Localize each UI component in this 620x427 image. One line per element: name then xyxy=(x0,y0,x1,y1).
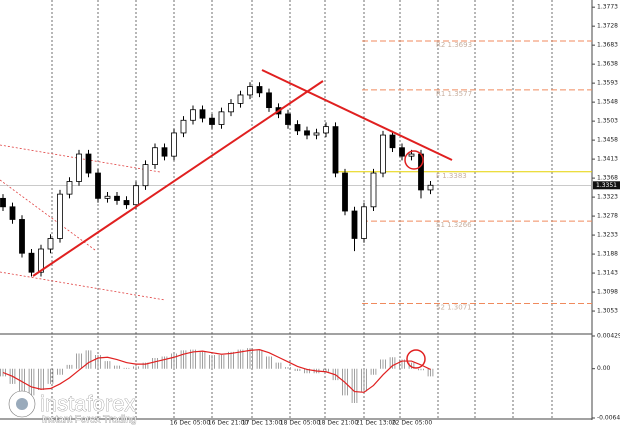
current-price-label: 1.3351 xyxy=(596,182,617,189)
candle-body xyxy=(256,86,263,94)
candle-body xyxy=(142,164,149,187)
candle-body xyxy=(0,197,6,208)
y-tick-label: 1.3278 xyxy=(597,213,618,220)
pivot-label: S2 1.3071 xyxy=(436,303,472,311)
candle-body xyxy=(66,181,73,195)
candle-body xyxy=(9,206,16,220)
y-tick-label: 1.3323 xyxy=(597,194,618,201)
candle-body xyxy=(266,92,272,109)
candle-body xyxy=(351,210,358,239)
candle-body xyxy=(180,119,187,134)
current-price-box xyxy=(593,181,620,190)
pivot-label: R2 1.3693 xyxy=(436,41,472,49)
y-tick-label: -0.00647 xyxy=(597,415,620,422)
candle-body xyxy=(247,86,253,96)
candle-body xyxy=(332,126,339,174)
candle-body xyxy=(28,252,35,273)
candle-body xyxy=(228,103,234,113)
candle-body xyxy=(285,113,291,125)
candle-body xyxy=(304,130,310,136)
x-tick-label: 18 Dec 21:00 xyxy=(318,420,359,427)
y-tick-label: 1.3098 xyxy=(597,289,618,296)
candle-body xyxy=(380,134,386,174)
candle-body xyxy=(95,172,101,199)
candle-body xyxy=(133,185,139,206)
candle-body xyxy=(190,109,196,121)
highlight-circles xyxy=(404,150,426,369)
x-tick-label: 18 Dec 05:00 xyxy=(280,420,321,427)
y-tick-label: 1.3593 xyxy=(597,80,618,87)
pivot-label: R1 1.3577 xyxy=(436,90,472,98)
candle-body xyxy=(199,109,206,119)
candle-body xyxy=(342,172,348,212)
y-tick-label: 1.3503 xyxy=(597,118,618,125)
candle-body xyxy=(361,206,367,239)
candle-body xyxy=(104,195,111,199)
candle-body xyxy=(294,124,301,132)
candle-body xyxy=(408,153,415,157)
y-tick-label: 1.3548 xyxy=(597,99,618,106)
candle-body xyxy=(57,193,63,239)
candle-body xyxy=(323,126,329,134)
y-tick-label: 1.3188 xyxy=(597,251,618,258)
y-tick-label: 1.3683 xyxy=(597,42,618,49)
y-tick-label: 1.3773 xyxy=(597,4,618,11)
candle-body xyxy=(123,200,130,206)
candle-body xyxy=(427,184,434,191)
candle-body xyxy=(19,219,25,254)
candle-body xyxy=(209,117,215,125)
y-tick-label: 0.00 xyxy=(597,365,611,372)
y-tick-label: 1.3053 xyxy=(597,308,618,315)
y-tick-label: 1.3368 xyxy=(597,175,618,182)
brand-tagline: Instant Forex Trading xyxy=(42,415,137,426)
candle-body xyxy=(389,134,396,149)
trend-lines xyxy=(32,69,453,277)
y-tick-label: 1.3143 xyxy=(597,270,618,277)
y-tick-label: 1.3638 xyxy=(597,61,618,68)
y-tick-label: 1.3413 xyxy=(597,156,618,163)
x-tick-label: 22 Dec 05:00 xyxy=(392,420,433,427)
y-tick-label: 1.3233 xyxy=(597,232,618,239)
candle-body xyxy=(76,153,82,182)
candle-body xyxy=(152,147,158,166)
y-tick-label: 1.3458 xyxy=(597,137,618,144)
pivot-label: S1 1.3266 xyxy=(436,221,472,229)
candle-body xyxy=(85,153,92,174)
x-tick-label: 16 Dec 21:00 xyxy=(208,420,249,427)
signal-line xyxy=(2,349,431,393)
candle-body xyxy=(313,132,320,136)
x-tick-label: 16 Dec 05:00 xyxy=(170,420,211,427)
x-tick-label: 17 Dec 13:00 xyxy=(242,420,283,427)
candle-body xyxy=(370,172,377,208)
candle-body xyxy=(171,132,177,157)
brand-logo xyxy=(8,390,36,418)
time-separators xyxy=(51,0,553,418)
y-tick-label: 0.00429 xyxy=(597,333,620,340)
candle-body xyxy=(161,147,168,157)
x-tick-label: 21 Dec 13:00 xyxy=(356,420,397,427)
pivot-label: F 1.3383 xyxy=(436,172,467,180)
brand-name: instaforex xyxy=(40,391,135,416)
candle-body xyxy=(237,94,244,104)
y-tick-label: 1.3728 xyxy=(597,23,618,30)
candle-body xyxy=(114,195,120,201)
candle-body xyxy=(399,147,405,157)
candle-body xyxy=(47,238,54,250)
candle-body xyxy=(218,111,225,125)
candle-body xyxy=(38,248,44,273)
